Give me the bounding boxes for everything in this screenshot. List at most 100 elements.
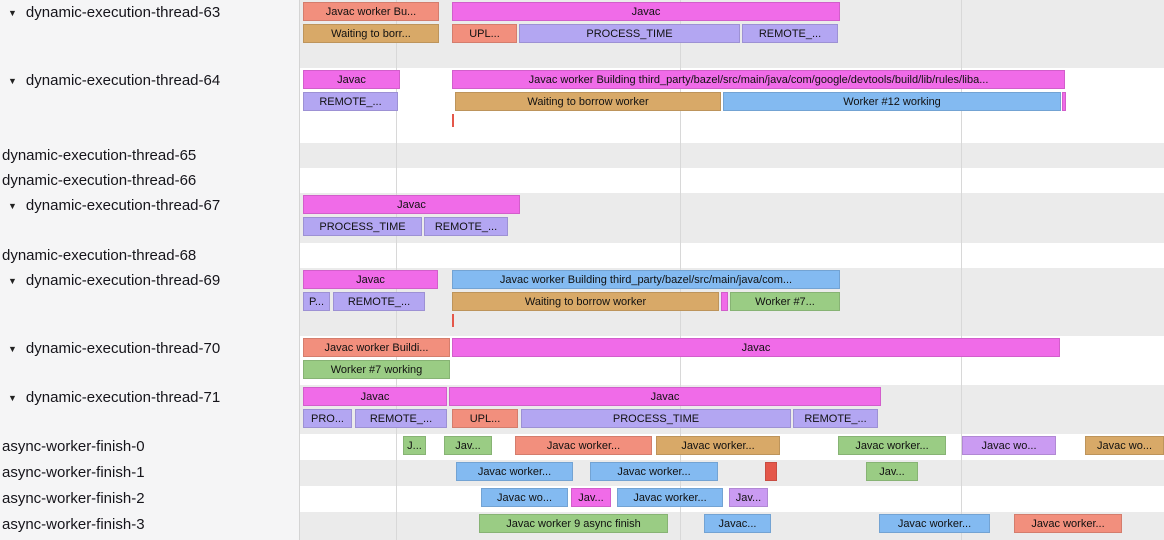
thread-label[interactable]: ▼ dynamic-execution-thread-67 (0, 193, 300, 243)
thread-label[interactable]: async-worker-finish-2 (0, 486, 300, 512)
thread-row: ▼ dynamic-execution-thread-70 Javac worker… (0, 336, 1164, 385)
trace-event-bar[interactable]: Javac worker... (879, 514, 990, 533)
trace-event-bar[interactable]: Javac worker Building third_party/bazel/… (452, 270, 840, 289)
thread-label[interactable]: ▼ dynamic-execution-thread-64 (0, 68, 300, 143)
trace-event-bar[interactable]: Javac wo... (1085, 436, 1164, 455)
thread-track-area: Javac worker Buildi... Javac Worker #7 wor… (300, 336, 1164, 385)
trace-event-bar[interactable]: Javac (303, 195, 520, 214)
trace-event-bar[interactable]: Javac (452, 2, 840, 21)
trace-event-bar[interactable]: Javac worker... (656, 436, 780, 455)
trace-event-bar[interactable]: P... (303, 292, 330, 311)
expander-icon[interactable]: ▼ (8, 276, 17, 286)
thread-name: async-worker-finish-2 (2, 490, 145, 507)
trace-event-bar[interactable]: Javac worker 9 async finish (479, 514, 668, 533)
trace-event-bar[interactable]: Javac (303, 270, 438, 289)
thread-row: ▼ dynamic-execution-thread-69 Javac Javac w… (0, 268, 1164, 336)
thread-row: dynamic-execution-thread-68 (0, 243, 1164, 268)
trace-event-bar[interactable]: Jav... (729, 488, 768, 507)
thread-label[interactable]: ▼ dynamic-execution-thread-70 (0, 336, 300, 385)
trace-event-bar[interactable]: Javac worker Bu... (303, 2, 439, 21)
trace-event-bar[interactable]: Javac... (704, 514, 771, 533)
thread-label[interactable]: async-worker-finish-3 (0, 512, 300, 540)
thread-track-area: Javac worker Bu... Javac Waiting to borr..… (300, 0, 1164, 68)
trace-event-bar[interactable]: UPL... (452, 24, 517, 43)
trace-event-bar[interactable]: REMOTE_... (793, 409, 878, 428)
thread-row: async-worker-finish-2 Javac wo... Jav... Ja… (0, 486, 1164, 512)
trace-event-bar[interactable]: Worker #12 working (723, 92, 1061, 111)
expander-icon[interactable]: ▼ (8, 344, 17, 354)
thread-row: ▼ dynamic-execution-thread-64 Javac Javac w… (0, 68, 1164, 143)
thread-label[interactable]: async-worker-finish-1 (0, 460, 300, 486)
trace-event-bar[interactable]: Jav... (571, 488, 611, 507)
thread-name: dynamic-execution-thread-64 (25, 72, 221, 89)
trace-event-bar[interactable]: Javac worker Buildi... (303, 338, 450, 357)
trace-event-bar[interactable]: REMOTE_... (303, 92, 398, 111)
thread-label[interactable]: dynamic-execution-thread-68 (0, 243, 300, 268)
trace-event-bar[interactable]: Javac (303, 70, 400, 89)
trace-event-bar[interactable]: Javac (449, 387, 881, 406)
thread-label[interactable]: ▼ dynamic-execution-thread-63 (0, 0, 300, 68)
thread-track-area (300, 243, 1164, 268)
thread-track-area (300, 143, 1164, 168)
thread-name: async-worker-finish-1 (2, 464, 145, 481)
thread-track-area: Javac Javac worker Building third_party/b… (300, 268, 1164, 336)
tick-mark[interactable] (452, 114, 454, 127)
thread-track-area: Javac worker... Javac worker... Jav... (300, 460, 1164, 486)
trace-event-bar[interactable]: REMOTE_... (742, 24, 838, 43)
thread-label[interactable]: dynamic-execution-thread-66 (0, 168, 300, 193)
thread-row: async-worker-finish-3 Javac worker 9 asyn… (0, 512, 1164, 540)
thread-name: dynamic-execution-thread-69 (25, 272, 221, 289)
trace-event-bar[interactable]: Javac wo... (481, 488, 568, 507)
trace-event-bar[interactable]: Javac worker... (515, 436, 652, 455)
trace-event-bar[interactable]: REMOTE_... (355, 409, 447, 428)
thread-name: dynamic-execution-thread-71 (25, 389, 221, 406)
thread-name: dynamic-execution-thread-65 (2, 147, 197, 164)
thread-label[interactable]: async-worker-finish-0 (0, 434, 300, 460)
expander-icon[interactable]: ▼ (8, 8, 17, 18)
trace-event-bar[interactable]: Waiting to borr... (303, 24, 439, 43)
trace-event-bar[interactable]: PROCESS_TIME (303, 217, 422, 236)
trace-event-bar[interactable]: Worker #7... (730, 292, 840, 311)
thread-track-area (300, 168, 1164, 193)
thread-track-area: Javac PROCESS_TIME REMOTE_... (300, 193, 1164, 243)
trace-event-bar[interactable]: Jav... (866, 462, 918, 481)
thread-label[interactable]: ▼ dynamic-execution-thread-69 (0, 268, 300, 336)
trace-event-bar[interactable] (1062, 92, 1066, 111)
trace-event-bar[interactable]: Javac worker... (617, 488, 723, 507)
trace-event-bar[interactable]: UPL... (452, 409, 518, 428)
trace-event-bar[interactable]: Javac worker... (1014, 514, 1122, 533)
trace-event-bar[interactable]: J... (403, 436, 426, 455)
trace-event-bar[interactable]: Javac worker... (456, 462, 573, 481)
thread-name: async-worker-finish-0 (2, 438, 145, 455)
thread-label[interactable]: ▼ dynamic-execution-thread-71 (0, 385, 300, 434)
trace-event-bar[interactable]: Javac worker... (590, 462, 718, 481)
thread-row: async-worker-finish-1 Javac worker... Java… (0, 460, 1164, 486)
thread-row: dynamic-execution-thread-65 (0, 143, 1164, 168)
trace-event-bar[interactable]: Javac worker... (838, 436, 946, 455)
thread-name: dynamic-execution-thread-63 (25, 4, 221, 21)
trace-event-bar[interactable] (721, 292, 728, 311)
trace-event-bar[interactable]: REMOTE_... (424, 217, 508, 236)
trace-event-bar[interactable]: PROCESS_TIME (519, 24, 740, 43)
tick-mark[interactable] (452, 314, 454, 327)
trace-event-bar[interactable]: Worker #7 working (303, 360, 450, 379)
trace-event-bar[interactable]: Javac (303, 387, 447, 406)
thread-label[interactable]: dynamic-execution-thread-65 (0, 143, 300, 168)
expander-icon[interactable]: ▼ (8, 393, 17, 403)
trace-event-bar[interactable]: PRO... (303, 409, 352, 428)
trace-event-bar[interactable]: Javac wo... (962, 436, 1056, 455)
trace-event-bar[interactable]: Waiting to borrow worker (455, 92, 721, 111)
expander-icon[interactable]: ▼ (8, 201, 17, 211)
trace-event-bar[interactable]: PROCESS_TIME (521, 409, 791, 428)
trace-event-bar[interactable]: Javac worker Building third_party/bazel/… (452, 70, 1065, 89)
thread-name: async-worker-finish-3 (2, 516, 145, 533)
trace-event-bar[interactable] (765, 462, 777, 481)
trace-event-bar[interactable]: Jav... (444, 436, 492, 455)
trace-event-bar[interactable]: Javac (452, 338, 1060, 357)
trace-event-bar[interactable]: Waiting to borrow worker (452, 292, 719, 311)
thread-track-area: Javac Javac PRO... REMOTE_... UPL... PROCESS_… (300, 385, 1164, 434)
expander-icon[interactable]: ▼ (8, 76, 17, 86)
trace-event-bar[interactable]: REMOTE_... (333, 292, 425, 311)
